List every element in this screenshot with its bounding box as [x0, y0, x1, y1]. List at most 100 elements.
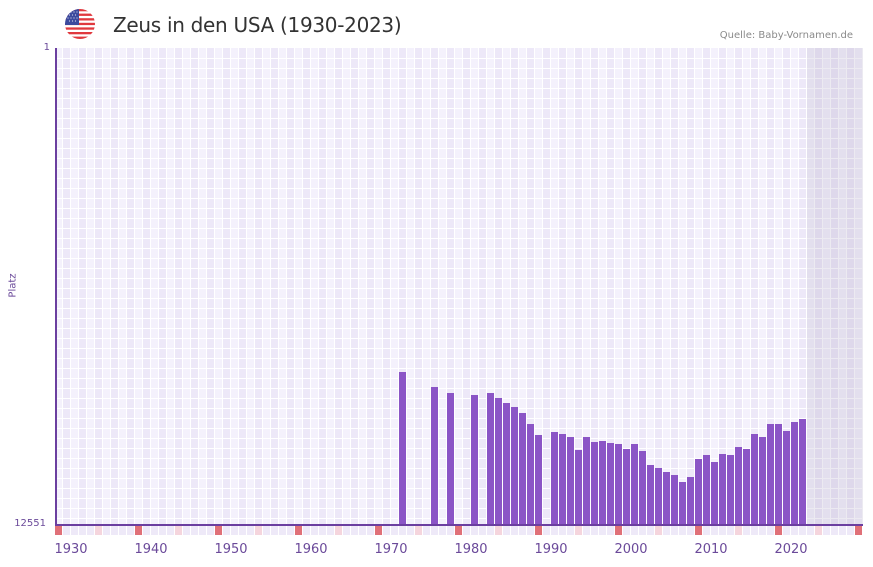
bar-1987[interactable] [527, 424, 534, 525]
grid-column [759, 48, 767, 525]
year-marker [751, 526, 758, 535]
year-marker [767, 526, 774, 535]
bar-2009[interactable] [703, 455, 710, 525]
bar-1985[interactable] [511, 407, 518, 525]
bar-2012[interactable] [727, 455, 734, 525]
bar-2003[interactable] [655, 468, 662, 525]
bar-2002[interactable] [647, 465, 654, 525]
year-marker [55, 526, 62, 535]
bar-1984[interactable] [503, 403, 510, 525]
year-marker [599, 526, 606, 535]
y-axis-title: Platz [7, 273, 19, 298]
bar-1986[interactable] [519, 413, 526, 525]
bar-1980[interactable] [471, 395, 478, 525]
bar-2016[interactable] [759, 437, 766, 525]
grid-column [535, 48, 543, 525]
bar-1983[interactable] [495, 398, 502, 525]
bar-2019[interactable] [783, 431, 790, 525]
year-marker [95, 526, 102, 535]
grid-line [55, 248, 863, 249]
grid-column [743, 48, 751, 525]
bar-2000[interactable] [631, 444, 638, 525]
year-marker [847, 526, 854, 535]
bar-2001[interactable] [639, 451, 646, 525]
grid-line [55, 348, 863, 349]
grid-column [839, 48, 847, 525]
grid-column [711, 48, 719, 525]
bar-2020[interactable] [791, 422, 798, 525]
year-marker [583, 526, 590, 535]
us-flag-icon [65, 9, 95, 39]
year-marker [455, 526, 462, 535]
year-marker [567, 526, 574, 535]
bar-2005[interactable] [671, 475, 678, 525]
year-marker [303, 526, 310, 535]
bar-2006[interactable] [679, 482, 686, 525]
year-marker [503, 526, 510, 535]
year-marker [783, 526, 790, 535]
grid-column [663, 48, 671, 525]
bar-1971[interactable] [399, 372, 406, 525]
bar-1977[interactable] [447, 393, 454, 525]
bar-2013[interactable] [735, 447, 742, 525]
grid-line [55, 278, 863, 279]
year-marker [671, 526, 678, 535]
grid-column [439, 48, 447, 525]
grid-column [727, 48, 735, 525]
bar-2007[interactable] [687, 477, 694, 525]
bar-1982[interactable] [487, 393, 494, 525]
bar-1998[interactable] [615, 444, 622, 525]
x-axis-line [55, 524, 863, 526]
bar-2021[interactable] [799, 419, 806, 525]
grid-column [735, 48, 743, 525]
year-marker [407, 526, 414, 535]
year-marker [359, 526, 366, 535]
bar-2014[interactable] [743, 449, 750, 525]
bar-2011[interactable] [719, 454, 726, 525]
bar-1991[interactable] [559, 434, 566, 525]
bar-1995[interactable] [591, 442, 598, 525]
bar-1988[interactable] [535, 435, 542, 525]
grid-line [55, 188, 863, 189]
y-tick-bottom: 12551 [14, 518, 46, 529]
bar-2018[interactable] [775, 424, 782, 525]
year-marker [631, 526, 638, 535]
grid-column [855, 48, 863, 525]
year-marker [711, 526, 718, 535]
year-marker [695, 526, 702, 535]
bar-2004[interactable] [663, 472, 670, 525]
bar-1999[interactable] [623, 449, 630, 525]
grid-column [511, 48, 519, 525]
bar-1975[interactable] [431, 387, 438, 525]
grid-column [319, 48, 327, 525]
bar-2017[interactable] [767, 424, 774, 525]
bar-1992[interactable] [567, 437, 574, 525]
grid-column [823, 48, 831, 525]
grid-line [55, 398, 863, 399]
year-marker [287, 526, 294, 535]
grid-column [543, 48, 551, 525]
year-marker [527, 526, 534, 535]
bar-1996[interactable] [599, 441, 606, 525]
year-marker [223, 526, 230, 535]
year-marker [591, 526, 598, 535]
year-marker [271, 526, 278, 535]
year-marker [343, 526, 350, 535]
bar-1997[interactable] [607, 443, 614, 525]
grid-column [551, 48, 559, 525]
grid-column [455, 48, 463, 525]
grid-line [55, 138, 863, 139]
bar-1990[interactable] [551, 432, 558, 525]
grid-line [55, 488, 863, 489]
bar-2010[interactable] [711, 462, 718, 525]
bar-2008[interactable] [695, 459, 702, 525]
grid-line [55, 228, 863, 229]
year-marker [623, 526, 630, 535]
grid-column [791, 48, 799, 525]
year-marker [775, 526, 782, 535]
year-marker [487, 526, 494, 535]
bar-2015[interactable] [751, 434, 758, 525]
year-marker [663, 526, 670, 535]
bar-1994[interactable] [583, 437, 590, 525]
bar-1993[interactable] [575, 450, 582, 525]
